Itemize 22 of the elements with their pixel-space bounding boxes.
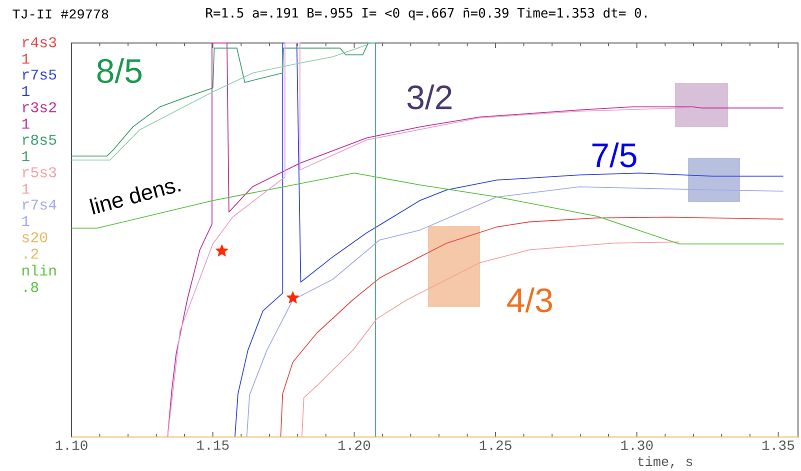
text: r4s3 1 — [22, 37, 56, 64]
x-tick-label: 1.35 — [762, 440, 794, 450]
x-axis-title: time, s — [638, 456, 692, 468]
chart-title: TJ-II #29778 — [12, 9, 108, 19]
annotation: 8/5 — [97, 58, 142, 84]
annotation: 4/3 — [507, 287, 552, 312]
x-tick-label: 1.20 — [338, 440, 370, 450]
text: s20 .2 — [22, 232, 48, 259]
annotation: 7/5 — [592, 142, 636, 168]
text: r7s4 1 — [22, 200, 56, 226]
x-tick-label: 1.25 — [480, 440, 512, 450]
chart-subtitle: R=1.5 a=.191 B=.955 I= <0 q=.667 n̄=0.39 Time=1.353 dt= 0. — [206, 8, 647, 20]
text: r3s2 1 — [22, 102, 56, 129]
text: r5s3 1 — [22, 167, 56, 194]
x-tick-label: 1.10 — [56, 440, 88, 450]
series-label: r8s5 1 — [22, 134, 56, 162]
x-tick-label: 1.15 — [197, 440, 229, 450]
text: nlin .8 — [22, 264, 56, 292]
x-tick-label: 1.30 — [621, 440, 653, 450]
annotation: 3/2 — [407, 84, 452, 110]
annotation: line dens. — [89, 182, 181, 214]
text: r7s5 1 — [22, 70, 56, 96]
